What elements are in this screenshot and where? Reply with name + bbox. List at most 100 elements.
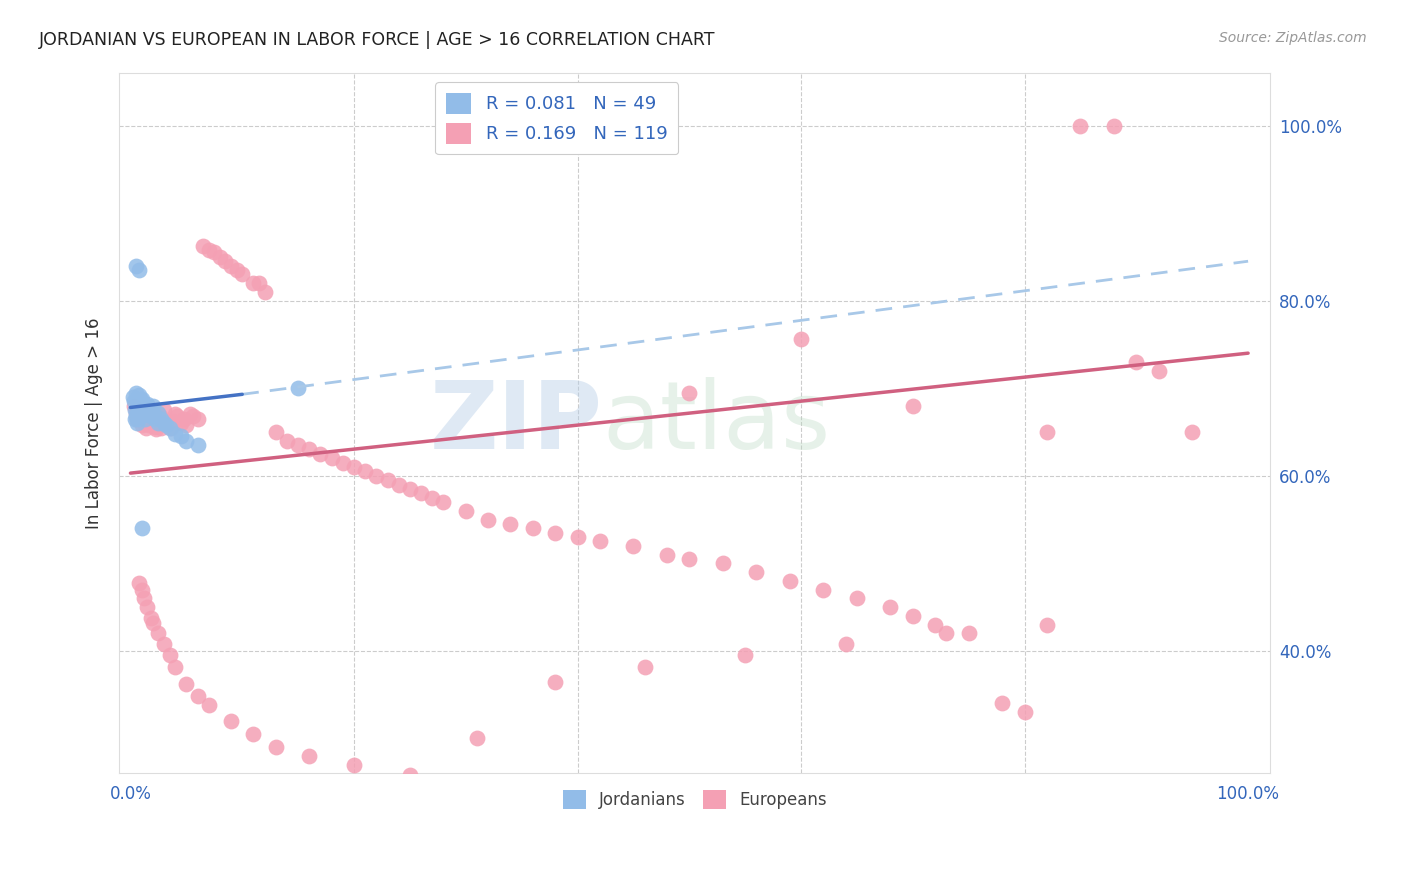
Point	[127, 392, 149, 406]
Point	[1036, 425, 1059, 439]
Point	[813, 582, 835, 597]
Point	[142, 417, 165, 432]
Point	[477, 512, 499, 526]
Point	[1102, 119, 1125, 133]
Point	[159, 420, 181, 434]
Point	[208, 250, 231, 264]
Point	[711, 557, 734, 571]
Point	[1036, 617, 1059, 632]
Point	[179, 408, 201, 422]
Legend: Jordanians, Europeans: Jordanians, Europeans	[555, 783, 834, 815]
Point	[465, 731, 488, 746]
Point	[134, 412, 156, 426]
Point	[155, 417, 177, 432]
Point	[131, 521, 153, 535]
Point	[321, 451, 343, 466]
Point	[176, 417, 198, 432]
Point	[745, 565, 768, 579]
Point	[125, 406, 148, 420]
Point	[128, 408, 150, 422]
Point	[135, 420, 157, 434]
Point	[143, 419, 166, 434]
Point	[332, 456, 354, 470]
Point	[129, 393, 152, 408]
Point	[420, 491, 443, 505]
Text: Source: ZipAtlas.com: Source: ZipAtlas.com	[1219, 31, 1367, 45]
Point	[122, 394, 145, 409]
Point	[162, 414, 184, 428]
Point	[901, 399, 924, 413]
Point	[253, 285, 276, 299]
Point	[128, 409, 150, 424]
Point	[131, 417, 153, 432]
Point	[138, 417, 160, 432]
Point	[132, 401, 155, 415]
Point	[621, 539, 644, 553]
Point	[127, 416, 149, 430]
Point	[779, 574, 801, 588]
Point	[191, 239, 214, 253]
Point	[499, 516, 522, 531]
Point	[148, 406, 170, 420]
Point	[159, 648, 181, 663]
Point	[148, 409, 170, 424]
Point	[142, 615, 165, 630]
Point	[170, 416, 193, 430]
Point	[287, 438, 309, 452]
Point	[136, 406, 159, 420]
Point	[935, 626, 957, 640]
Point	[134, 402, 156, 417]
Point	[125, 385, 148, 400]
Point	[141, 406, 163, 420]
Point	[790, 332, 813, 346]
Point	[678, 552, 700, 566]
Point	[128, 263, 150, 277]
Point	[136, 412, 159, 426]
Point	[131, 402, 153, 417]
Point	[879, 600, 901, 615]
Point	[432, 495, 454, 509]
Point	[166, 409, 188, 424]
Point	[276, 434, 298, 448]
Text: atlas: atlas	[603, 377, 831, 469]
Point	[343, 757, 366, 772]
Point	[125, 409, 148, 424]
Point	[835, 637, 858, 651]
Point	[264, 740, 287, 755]
Point	[145, 422, 167, 436]
Point	[343, 460, 366, 475]
Point	[146, 414, 169, 428]
Point	[544, 674, 567, 689]
Point	[176, 434, 198, 448]
Point	[142, 416, 165, 430]
Text: JORDANIAN VS EUROPEAN IN LABOR FORCE | AGE > 16 CORRELATION CHART: JORDANIAN VS EUROPEAN IN LABOR FORCE | A…	[39, 31, 716, 49]
Point	[128, 575, 150, 590]
Point	[655, 548, 678, 562]
Point	[1069, 119, 1091, 133]
Point	[124, 403, 146, 417]
Point	[901, 608, 924, 623]
Point	[141, 416, 163, 430]
Point	[150, 416, 173, 430]
Point	[264, 425, 287, 439]
Point	[134, 416, 156, 430]
Point	[131, 392, 153, 406]
Point	[173, 412, 195, 426]
Point	[186, 438, 208, 452]
Point	[127, 394, 149, 409]
Point	[991, 697, 1014, 711]
Point	[202, 245, 225, 260]
Point	[225, 263, 247, 277]
Point	[127, 412, 149, 426]
Point	[143, 412, 166, 426]
Point	[128, 388, 150, 402]
Point	[409, 486, 432, 500]
Point	[135, 405, 157, 419]
Point	[121, 390, 143, 404]
Point	[132, 591, 155, 606]
Point	[678, 385, 700, 400]
Point	[142, 399, 165, 413]
Point	[165, 408, 187, 422]
Point	[125, 259, 148, 273]
Point	[170, 429, 193, 443]
